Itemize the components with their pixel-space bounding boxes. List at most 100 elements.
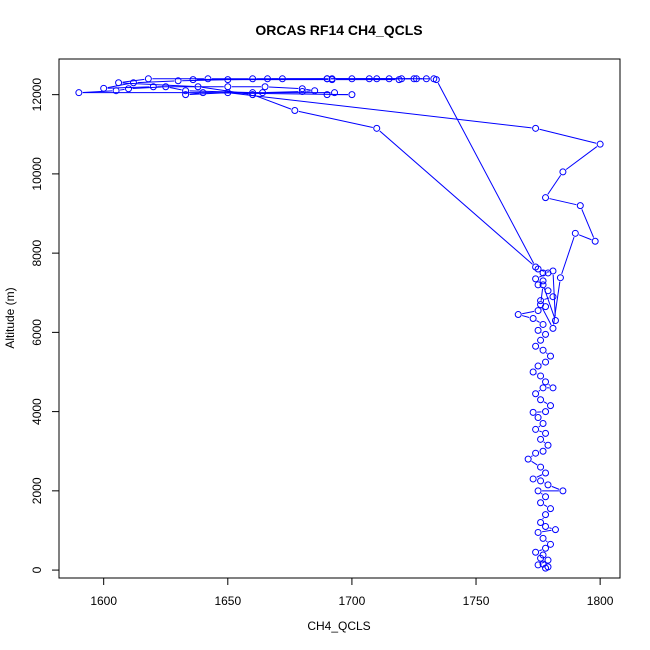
y-tick-label: 12000 [30,78,44,112]
series-line-segment [548,383,551,386]
data-point [542,194,550,202]
data-point [365,75,373,83]
y-tick-label: 2000 [30,477,44,504]
data-point [224,76,232,84]
series-line-segment [541,307,552,326]
data-point [112,87,120,95]
data-point [549,384,557,392]
data-point [542,544,550,552]
data-point [534,362,542,370]
data-point [542,511,550,519]
x-tick-label: 1750 [463,594,490,608]
data-point [514,311,522,319]
data-point [544,481,552,489]
series-line-segment [122,82,195,88]
data-point [534,487,542,495]
data-point [385,75,393,83]
data-point [182,87,190,95]
data-point [537,396,545,404]
y-tick-label: 0 [30,566,44,573]
series-line-segment [547,174,562,195]
data-point [539,384,547,392]
data-point [532,342,540,350]
data-point [534,561,542,569]
data-point [348,75,356,83]
data-point [224,83,232,91]
data-point [189,76,197,84]
data-point [537,499,545,507]
data-point [542,378,550,386]
data-point [539,320,547,328]
data-point [539,560,547,568]
series-line-segment [581,209,595,238]
data-point [412,75,420,83]
data-point [537,435,545,443]
series-line-segment [541,269,545,272]
data-point [596,140,604,148]
data-point [278,75,286,83]
data-point [537,301,545,309]
series-line-segment [268,86,299,90]
data-point [194,83,202,91]
y-axis-label: Altitude (m) [3,287,17,348]
data-point [129,79,137,87]
series-line-segment [536,320,540,323]
data-point [298,87,306,95]
data-point [532,275,540,283]
series-line-segment [539,549,543,552]
data-point [182,91,190,99]
data-point [537,519,545,527]
series-line-segment [543,504,548,508]
data-point [544,441,552,449]
series-line-segment [538,425,541,428]
data-point [373,124,381,132]
data-point [532,263,540,271]
data-point [529,368,537,376]
data-point [537,372,545,380]
data-point [549,324,557,332]
series-line-segment [544,297,550,300]
data-point [204,75,212,83]
x-tick-label: 1800 [587,594,614,608]
data-point [537,463,545,471]
data-point [532,548,540,556]
data-point [298,85,306,93]
data-point [291,107,299,115]
data-point [542,522,550,530]
data-point [529,315,537,322]
series-line-segment [169,87,182,91]
data-point [422,75,430,83]
data-point [264,75,272,83]
series-line-segment [536,474,543,478]
data-point [544,556,552,564]
x-axis-label: CH4_QCLS [307,619,370,633]
series-line-segment [541,529,552,533]
data-point [249,75,257,83]
data-point [311,87,319,95]
data-point [249,89,257,97]
data-point [532,425,540,433]
data-point [199,89,207,97]
series-line-segment [119,88,125,91]
data-point [534,326,542,334]
data-point [559,487,567,495]
data-point [542,493,550,501]
data-point [549,267,557,275]
series-line-segment [379,130,533,265]
data-point [534,414,542,422]
series-line-segment [542,517,544,520]
data-point [524,455,532,463]
data-point [125,85,133,93]
series-line-segment [543,441,546,444]
data-point [571,229,579,237]
data-point [542,408,550,416]
series-line-segment [256,95,292,110]
data-point [539,346,547,354]
y-tick-label: 4000 [30,398,44,425]
data-point [174,77,182,85]
data-point [539,269,547,277]
data-point [539,534,547,542]
series-line-segment [549,527,552,529]
data-point [537,336,545,344]
